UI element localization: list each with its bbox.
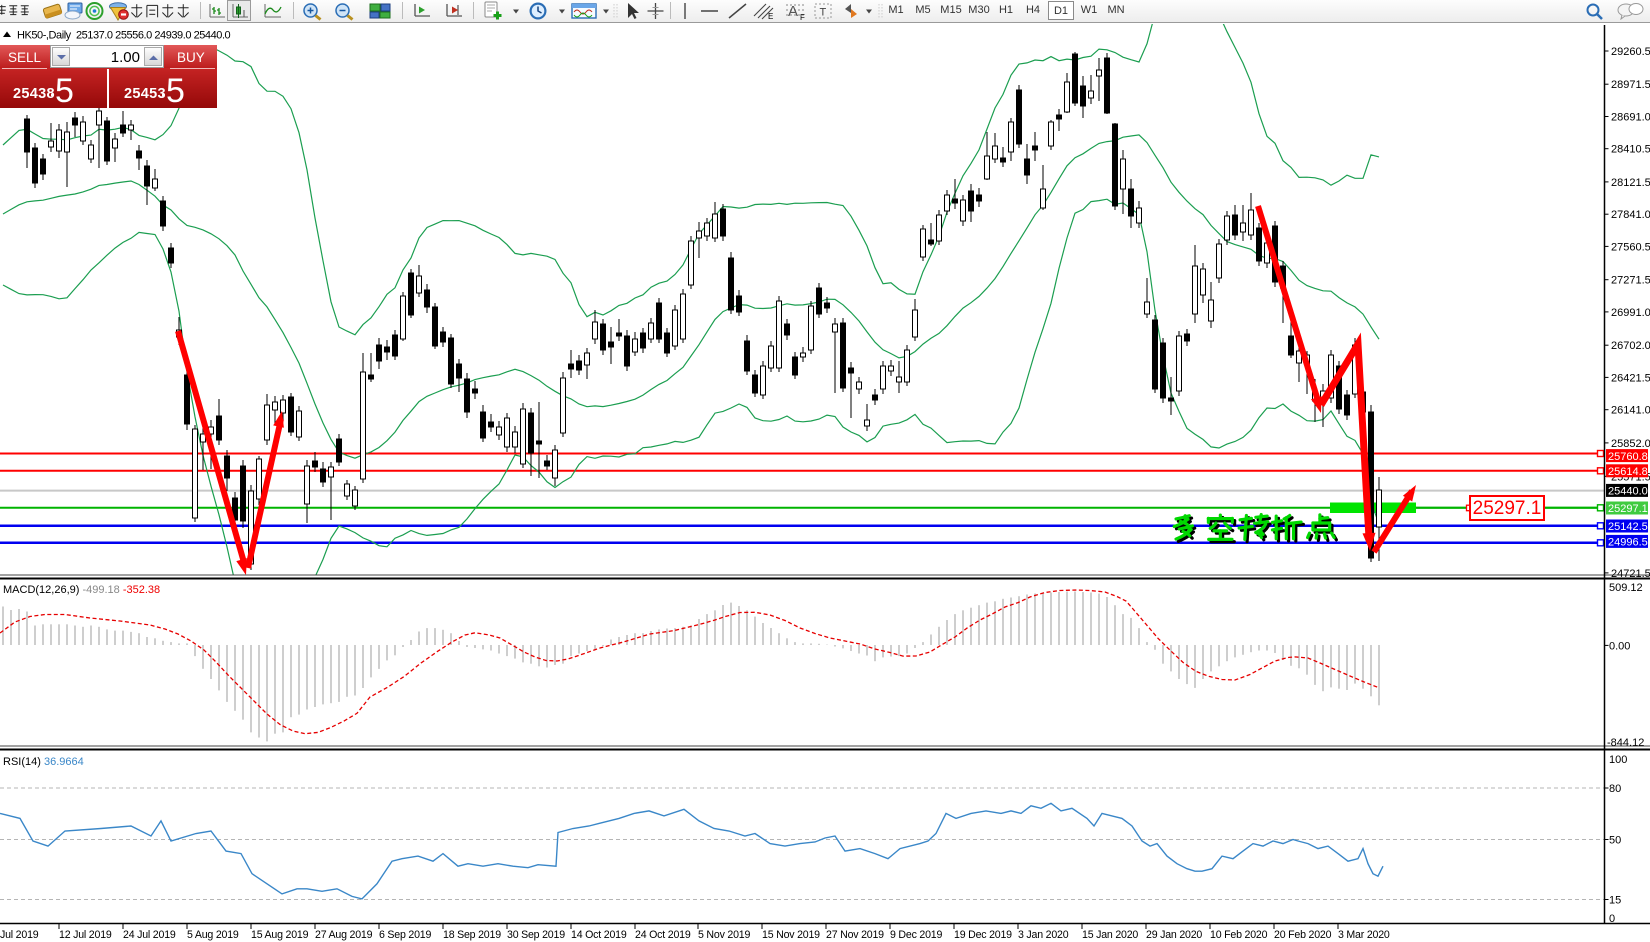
- svg-text:26702.0: 26702.0: [1611, 340, 1650, 352]
- svg-text:20 Feb 2020: 20 Feb 2020: [1274, 929, 1332, 941]
- svg-text:E: E: [768, 12, 773, 21]
- svg-text:Jul 2019: Jul 2019: [0, 929, 39, 941]
- svg-text:HK50-,Daily 25137.0 25556.0 2: HK50-,Daily 25137.0 25556.0 24939.0 2544…: [17, 30, 231, 42]
- svg-text:T: T: [820, 7, 827, 19]
- svg-text:24 Jul 2019: 24 Jul 2019: [123, 929, 176, 941]
- svg-text:12 Jul 2019: 12 Jul 2019: [59, 929, 112, 941]
- svg-text:15 Aug 2019: 15 Aug 2019: [251, 929, 309, 941]
- svg-text:27560.5: 27560.5: [1611, 241, 1650, 253]
- svg-text:5 Nov 2019: 5 Nov 2019: [698, 929, 750, 941]
- svg-text:27271.5: 27271.5: [1611, 275, 1650, 287]
- svg-text:30 Sep 2019: 30 Sep 2019: [507, 929, 565, 941]
- svg-text:80: 80: [1609, 783, 1621, 795]
- svg-text:24721.5: 24721.5: [1611, 568, 1650, 580]
- svg-text:27841.0: 27841.0: [1611, 209, 1650, 221]
- svg-text:0.00: 0.00: [1609, 641, 1630, 653]
- svg-text:14 Oct 2019: 14 Oct 2019: [571, 929, 627, 941]
- svg-text:6 Sep 2019: 6 Sep 2019: [379, 929, 432, 941]
- svg-text:15: 15: [1609, 895, 1621, 907]
- svg-text:26991.0: 26991.0: [1611, 307, 1650, 319]
- svg-text:27 Nov 2019: 27 Nov 2019: [826, 929, 884, 941]
- svg-text:24996.5: 24996.5: [1608, 537, 1648, 549]
- svg-text:25142.5: 25142.5: [1608, 521, 1648, 533]
- svg-text:50: 50: [1609, 835, 1621, 847]
- svg-text:28410.5: 28410.5: [1611, 144, 1650, 156]
- svg-text:25760.8: 25760.8: [1608, 451, 1648, 463]
- svg-text:25297.1: 25297.1: [1473, 498, 1542, 519]
- svg-text:9 Dec 2019: 9 Dec 2019: [890, 929, 942, 941]
- svg-text:F: F: [800, 13, 805, 21]
- svg-text:29260.5: 29260.5: [1611, 46, 1650, 58]
- svg-text:5 Aug 2019: 5 Aug 2019: [187, 929, 239, 941]
- svg-text:19 Dec 2019: 19 Dec 2019: [954, 929, 1012, 941]
- svg-text:25440.0: 25440.0: [1608, 486, 1648, 498]
- svg-text:29 Jan 2020: 29 Jan 2020: [1146, 929, 1202, 941]
- svg-text:28971.5: 28971.5: [1611, 79, 1650, 91]
- svg-text:-844.12: -844.12: [1607, 737, 1644, 749]
- svg-text:MACD(12,26,9) -499.18 -352.38: MACD(12,26,9) -499.18 -352.38: [3, 584, 160, 596]
- svg-text:15 Jan 2020: 15 Jan 2020: [1082, 929, 1138, 941]
- svg-text:10 Feb 2020: 10 Feb 2020: [1210, 929, 1268, 941]
- svg-text:26141.0: 26141.0: [1611, 405, 1650, 417]
- svg-text:27 Aug 2019: 27 Aug 2019: [315, 929, 373, 941]
- svg-text:100: 100: [1609, 754, 1627, 766]
- svg-text:25852.0: 25852.0: [1611, 438, 1650, 450]
- svg-text:509.12: 509.12: [1609, 582, 1643, 594]
- svg-text:28121.5: 28121.5: [1611, 177, 1650, 189]
- svg-text:15 Nov 2019: 15 Nov 2019: [762, 929, 820, 941]
- svg-text:26421.5: 26421.5: [1611, 372, 1650, 384]
- svg-text:3 Jan 2020: 3 Jan 2020: [1018, 929, 1069, 941]
- svg-text:18 Sep 2019: 18 Sep 2019: [443, 929, 501, 941]
- svg-text:25297.1: 25297.1: [1608, 503, 1648, 515]
- svg-text:RSI(14) 36.9664: RSI(14) 36.9664: [3, 756, 84, 768]
- svg-text:3 Mar 2020: 3 Mar 2020: [1338, 929, 1390, 941]
- svg-text:24 Oct 2019: 24 Oct 2019: [635, 929, 691, 941]
- svg-text:25614.8: 25614.8: [1608, 466, 1648, 478]
- svg-text:0: 0: [1609, 913, 1615, 925]
- svg-text:28691.0: 28691.0: [1611, 112, 1650, 124]
